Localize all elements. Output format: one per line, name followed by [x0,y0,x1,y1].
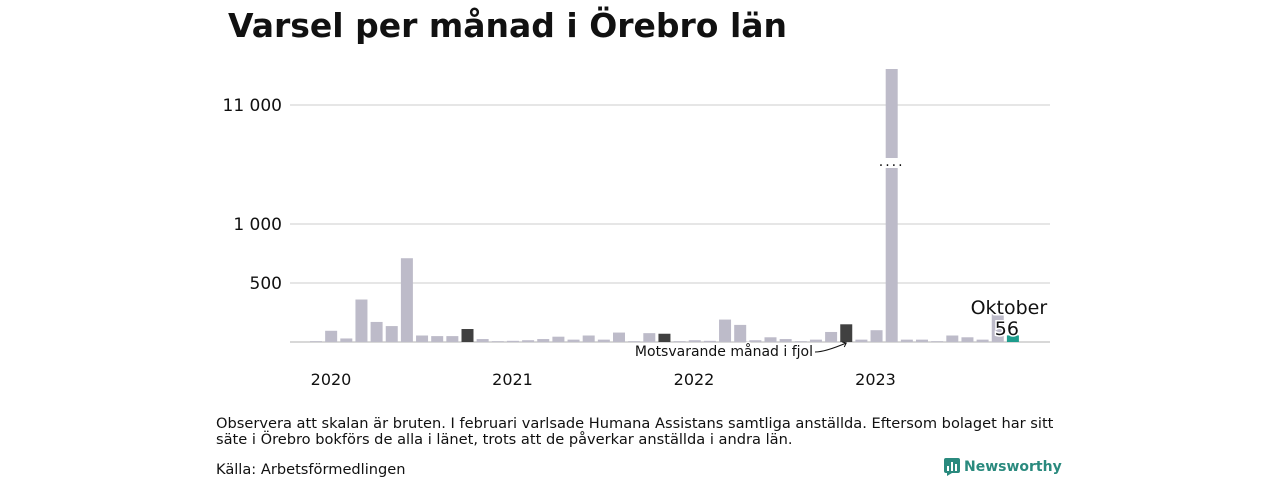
chart-title: Varsel per månad i Örebro län [228,6,788,45]
bar [506,340,519,342]
bar [325,330,338,342]
bar [613,332,625,342]
bar [931,341,944,342]
newsworthy-logo: Newsworthy [944,458,1062,476]
bar-highlight [1006,335,1019,342]
highlight-month-label: Oktober [971,297,1048,319]
bar [976,339,989,342]
bar [522,340,535,342]
scale-break-marker: .... [879,154,905,170]
scale-break-gap [883,158,900,168]
annotation-arrowhead [842,341,847,348]
annotation-arrow [814,342,847,353]
chart-note: Observera att skalan är bruten. I februa… [216,415,1054,448]
brand-name: Newsworthy [964,459,1062,475]
x-tick-label: 2020 [311,370,352,389]
bar [749,340,762,342]
bar [446,336,459,342]
bar [628,341,641,342]
y-tick-label: 1 000 [233,215,282,235]
y-tick-label: 11 000 [223,96,282,116]
bar [688,340,701,342]
x-tick-label: 2021 [492,370,533,389]
bar [794,341,807,342]
bar-same-month-last-year [658,333,671,342]
bar [537,339,550,342]
bar [855,339,868,342]
source-text: Källa: Arbetsförmedlingen [216,461,406,478]
bar [734,324,747,342]
bar [991,313,1004,342]
bar [703,340,716,342]
bar [385,326,398,342]
bar [673,341,686,342]
bar [567,339,580,342]
bar [340,338,353,342]
x-tick-label: 2022 [674,370,715,389]
bar [946,335,959,342]
bar [885,69,898,342]
comparison-annotation: Motsvarande månad i fjol [635,343,813,360]
bar [779,339,792,342]
bar [582,335,595,342]
bar [355,299,368,342]
bar [916,339,928,342]
bar [809,339,822,342]
bar [310,341,322,342]
bar-same-month-last-year [461,329,474,342]
bar [597,339,610,342]
bar [431,336,444,342]
bar [552,336,565,342]
bar [491,341,504,342]
bar [416,335,429,342]
bar [764,337,777,342]
bar [900,339,913,342]
bar [825,331,838,342]
y-tick-label: 500 [250,274,282,294]
bar [870,330,883,342]
bar [400,258,413,342]
bar-same-month-last-year [840,324,853,342]
newsworthy-icon [944,458,960,476]
bar [476,339,489,342]
bar [719,319,732,342]
bar [643,333,656,342]
x-tick-label: 2023 [855,370,896,389]
bar [961,337,974,342]
highlight-value-label: 56 [995,318,1019,340]
bar [370,321,383,342]
bar-chart: 500 1 000 11 000.... 2020 2021 2022 2023 Oktobe… [223,69,1050,389]
